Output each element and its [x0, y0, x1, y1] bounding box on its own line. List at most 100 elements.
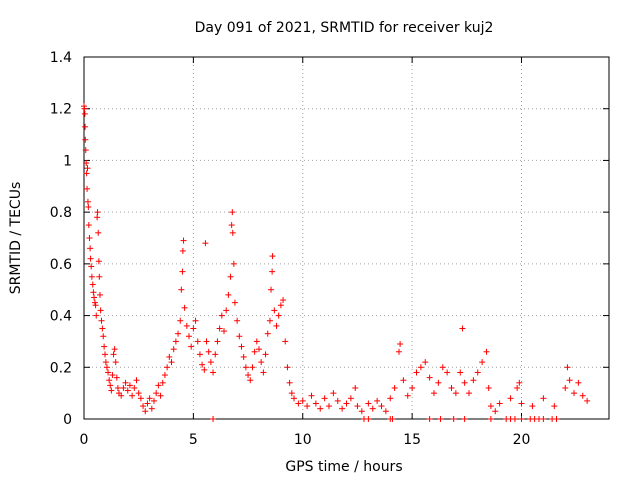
data-point: [291, 395, 297, 402]
data-point: [129, 392, 136, 399]
data-point: [483, 348, 490, 355]
data-point: [109, 372, 116, 379]
data-point: [236, 333, 243, 340]
data-point: [113, 374, 120, 381]
data-point: [330, 390, 337, 397]
data-point: [540, 416, 547, 422]
data-point: [435, 379, 442, 386]
data-point: [151, 397, 157, 404]
data-point: [137, 395, 144, 402]
data-point: [553, 416, 560, 422]
data-point: [102, 359, 109, 366]
data-point: [229, 209, 236, 216]
data-point: [461, 379, 468, 386]
chart-title: Day 091 of 2021, SRMTID for receiver kuj…: [195, 20, 494, 36]
data-point: [181, 304, 188, 311]
y-axis: 0 0.2 0.4 0.6 0.8 1 1.2 1.4: [50, 50, 609, 428]
data-point: [99, 325, 106, 332]
data-point: [448, 384, 455, 391]
data-point: [166, 353, 173, 360]
y-tick-label: 0.6: [50, 257, 72, 273]
data-point: [100, 333, 107, 340]
data-point: [122, 379, 129, 386]
data-point: [172, 338, 179, 345]
data-point: [91, 299, 98, 306]
y-tick-label: 1: [63, 153, 72, 169]
data-point: [479, 359, 486, 366]
data-point: [262, 351, 269, 358]
data-point: [466, 390, 472, 397]
data-point: [404, 392, 411, 399]
data-point: [135, 390, 142, 397]
data-point: [144, 400, 151, 407]
x-tick-label: 20: [513, 432, 531, 448]
data-point: [365, 416, 372, 422]
data-point: [179, 247, 186, 254]
data-point: [218, 312, 225, 319]
data-point: [304, 403, 311, 410]
data-point: [168, 359, 175, 366]
data-point: [321, 395, 328, 402]
data-point: [288, 390, 295, 397]
data-point: [234, 317, 241, 324]
data-point: [199, 361, 206, 368]
data-point: [229, 229, 236, 236]
data-point: [352, 384, 359, 391]
data-point: [153, 390, 160, 397]
data-point: [112, 359, 119, 366]
data-point: [196, 351, 203, 358]
data-point: [280, 297, 287, 304]
data-point: [146, 395, 153, 402]
data-point: [85, 203, 92, 210]
data-point: [269, 253, 276, 260]
data-point: [365, 400, 372, 407]
data-point: [155, 382, 162, 389]
data-point: [258, 359, 265, 366]
data-point: [374, 397, 381, 404]
data-point: [571, 390, 577, 397]
data-point: [562, 384, 569, 391]
data-point: [492, 408, 499, 415]
data-point: [179, 268, 186, 275]
data-point: [273, 322, 280, 329]
data-point: [98, 317, 105, 324]
data-point: [369, 405, 376, 412]
data-point: [575, 379, 582, 386]
data-point: [529, 403, 536, 410]
data-point: [474, 369, 481, 376]
x-tick-label: 5: [189, 432, 198, 448]
data-point: [231, 299, 238, 306]
data-point: [88, 273, 95, 280]
data-point: [391, 384, 398, 391]
data-point: [275, 312, 282, 319]
data-point: [426, 416, 433, 422]
data-point: [459, 325, 466, 332]
data-point: [194, 338, 201, 345]
data-point: [178, 286, 185, 293]
data-point: [268, 286, 275, 293]
data-point: [452, 390, 459, 397]
data-point: [343, 400, 350, 407]
data-series-srmtid: [81, 103, 591, 422]
data-point: [95, 258, 102, 265]
data-point: [96, 273, 103, 280]
y-tick-label: 0.4: [50, 309, 72, 325]
data-point: [286, 379, 293, 386]
data-point: [223, 307, 230, 314]
data-point: [225, 291, 232, 298]
data-point: [251, 348, 258, 355]
data-point: [400, 377, 407, 384]
data-point: [106, 377, 113, 384]
data-point: [439, 364, 446, 371]
data-point: [260, 369, 267, 376]
data-point: [450, 416, 457, 422]
data-point: [317, 405, 324, 412]
data-point: [82, 136, 89, 143]
data-point: [518, 400, 525, 407]
x-axis: 0 5 10 15 20: [80, 57, 531, 448]
grid-lines: [84, 57, 609, 419]
data-point: [124, 387, 131, 394]
y-tick-label: 1.4: [50, 50, 72, 66]
data-point: [249, 364, 256, 371]
